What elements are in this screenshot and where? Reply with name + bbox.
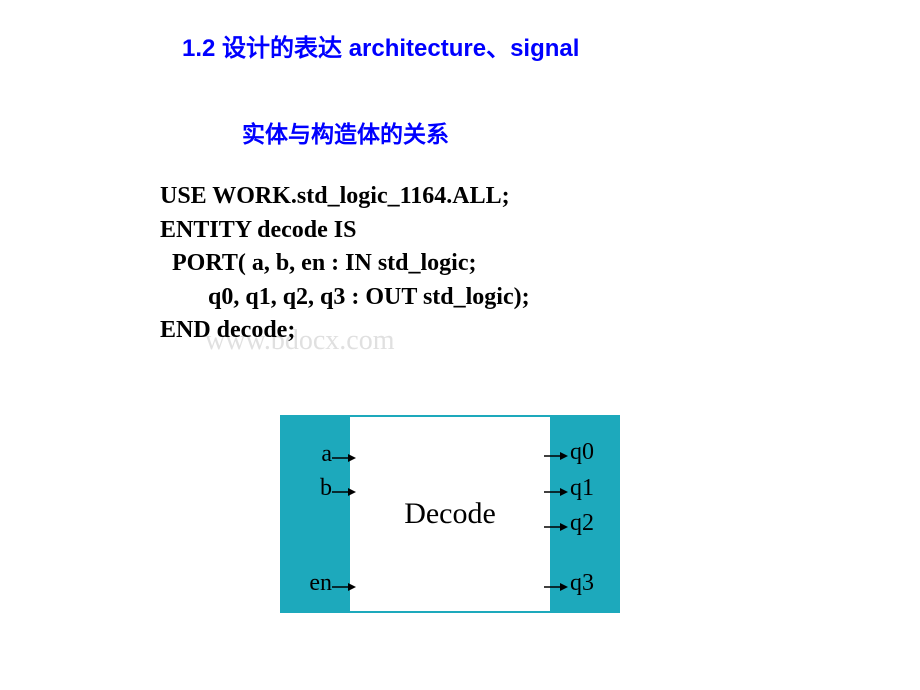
- code-line-3: PORT( a, b, en : IN std_logic;: [160, 247, 530, 281]
- port-label-q2: q2: [570, 510, 594, 537]
- port-label-en: en: [292, 570, 332, 597]
- port-label-q1: q1: [570, 475, 594, 502]
- port-label-q0: q0: [570, 439, 594, 466]
- arrow-en-icon: [332, 582, 356, 592]
- arrow-b-icon: [332, 487, 356, 497]
- code-block: USE WORK.std_logic_1164.ALL; ENTITY deco…: [160, 180, 530, 348]
- code-line-4: q0, q1, q2, q3 : OUT std_logic);: [160, 281, 530, 315]
- port-label-a: a: [292, 441, 332, 468]
- diagram-center-label: Decode: [404, 497, 496, 531]
- diagram-center-block: Decode: [350, 415, 550, 613]
- code-line-5: END decode;: [160, 314, 530, 348]
- code-line-1: USE WORK.std_logic_1164.ALL;: [160, 180, 530, 214]
- port-label-q3: q3: [570, 570, 594, 597]
- page-subtitle: 实体与构造体的关系: [242, 115, 449, 149]
- page-title: 1.2 设计的表达 architecture、signal: [182, 28, 579, 63]
- arrow-q3-icon: [544, 582, 568, 592]
- port-label-b: b: [292, 475, 332, 502]
- code-line-2: ENTITY decode IS: [160, 214, 530, 248]
- arrow-q1-icon: [544, 487, 568, 497]
- decode-diagram: Decode a b en q0 q1 q2 q3: [280, 415, 620, 613]
- arrow-q2-icon: [544, 522, 568, 532]
- arrow-a-icon: [332, 453, 356, 463]
- arrow-q0-icon: [544, 451, 568, 461]
